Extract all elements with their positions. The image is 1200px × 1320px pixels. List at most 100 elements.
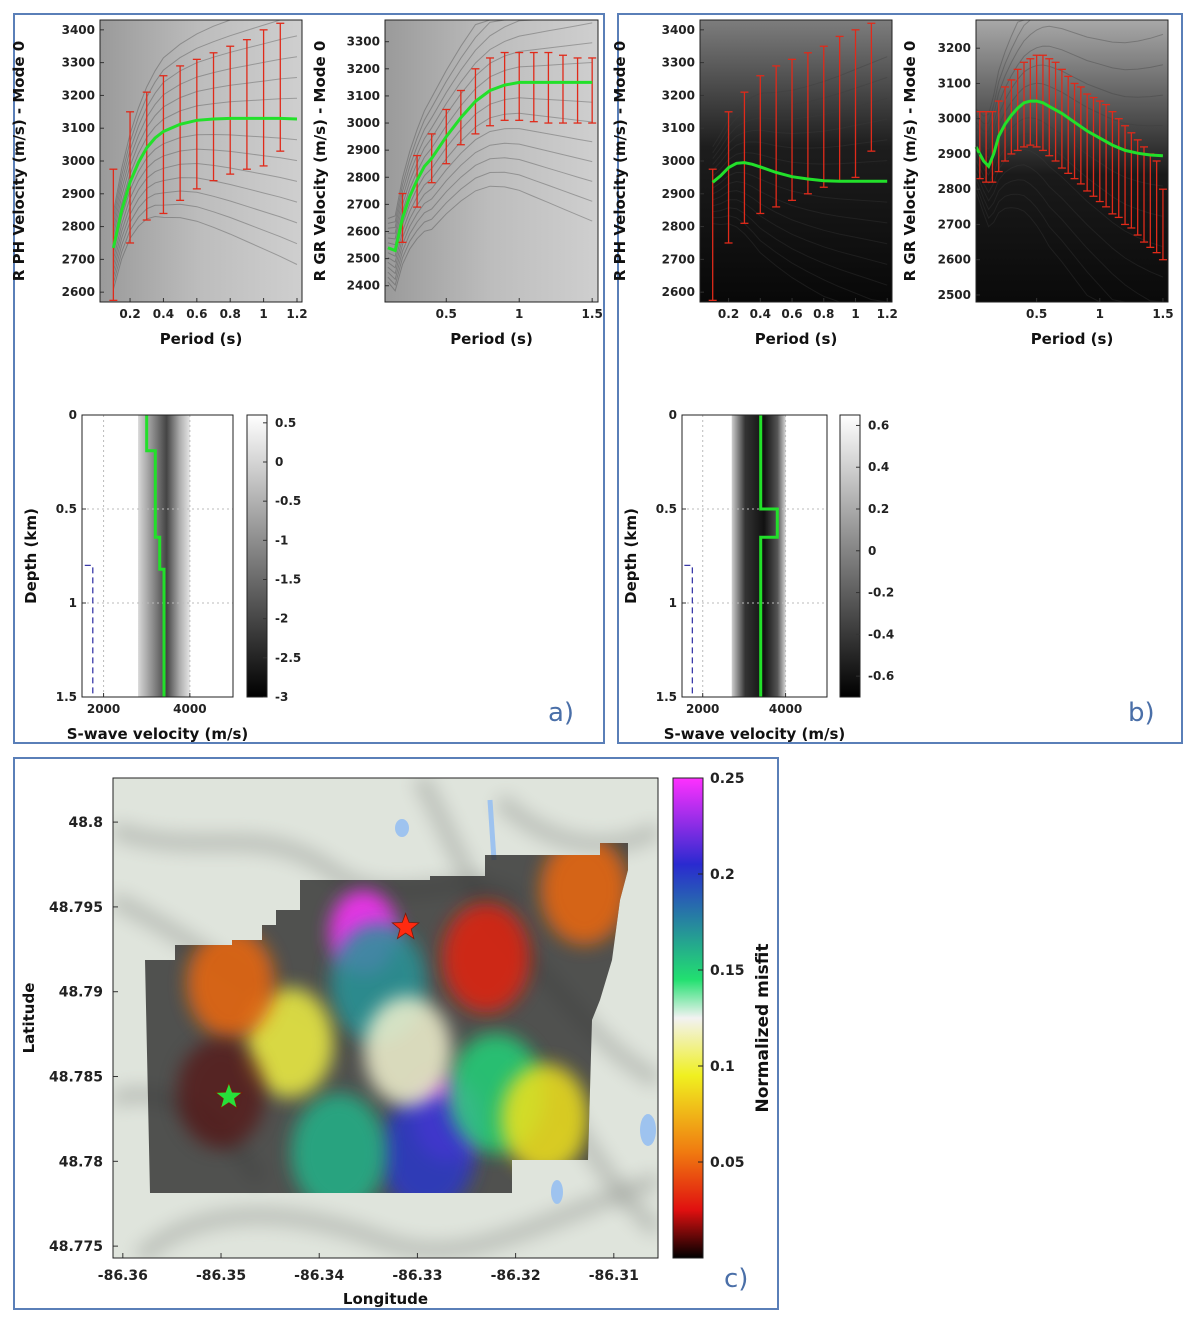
ensemble-curve: [387, 171, 593, 287]
y-tick-label: 3300: [662, 56, 695, 70]
y-tick-label: 3100: [662, 121, 695, 135]
ensemble-curve: [112, 215, 298, 290]
chart-a-group-velocity: 0.5 1 1.5 2400 2500 2600 2700 2800 2900 3000 3100 3…: [311, 19, 603, 348]
panel-c-label: c): [724, 1264, 749, 1294]
model-ensemble-background: [100, 20, 302, 302]
ensemble-curve: [387, 42, 593, 240]
y-tick-label: 48.78: [59, 1154, 103, 1170]
misfit-blob: [540, 843, 628, 945]
chart-c-misfit-map: -86.36 -86.35 -86.34 -86.33 -86.32 -86.31 48.8…: [20, 771, 773, 1308]
colorbar-tick-label: 0.05: [710, 1155, 745, 1171]
y-tick-label: 2600: [662, 285, 695, 299]
ensemble-curve: [387, 142, 593, 275]
x-tick-label: 1: [515, 307, 523, 321]
colorbar-tick-label: -0.2: [868, 586, 894, 600]
colorbar-tick-label: -3: [275, 690, 288, 704]
x-tick-label: 0.2: [718, 307, 739, 321]
y-tick-label: 0.5: [656, 502, 677, 516]
y-axis-label: R PH Velocity (m/s) - Mode 0: [10, 41, 28, 281]
ensemble-curve: [975, 64, 1163, 150]
x-tick-label: -86.34: [294, 1268, 344, 1284]
x-axis-label: Period (s): [450, 330, 533, 348]
ensemble-curve: [387, 22, 593, 234]
chart-b-vs-profile: 2000 4000 0 0.5 1 1.5 S-wave velocity (m/s) Dep…: [622, 408, 894, 743]
colorbar-tick-label: 0.15: [710, 963, 745, 979]
y-tick-label: 2500: [347, 252, 380, 266]
y-tick-label: 48.8: [68, 815, 103, 831]
water-body: [551, 1180, 563, 1204]
y-tick-label: 3100: [938, 76, 971, 90]
x-tick-label: 2000: [686, 702, 719, 716]
x-axis-label: S-wave velocity (m/s): [67, 725, 249, 743]
y-axis-label: Latitude: [20, 983, 38, 1054]
model-ensemble-background: [700, 20, 892, 302]
plot-frame: [681, 414, 828, 698]
y-tick-label: 2800: [347, 170, 380, 184]
x-tick-label: 1: [259, 307, 267, 321]
plot-frame: [99, 19, 303, 303]
map-frame: [112, 777, 659, 1259]
x-tick-label: 1.2: [286, 307, 307, 321]
y-tick-label: 2900: [662, 187, 695, 201]
panel-a-label: a): [548, 698, 575, 728]
ensemble-curve: [975, 184, 1163, 303]
colorbar-label: Normalized misfit: [753, 943, 773, 1112]
y-tick-label: 48.795: [49, 900, 103, 916]
water-body: [487, 799, 497, 861]
x-tick-label: 0.8: [220, 307, 241, 321]
y-tick-label: 2400: [347, 279, 380, 293]
x-tick-label: -86.33: [392, 1268, 442, 1284]
y-tick-label: 3000: [62, 154, 95, 168]
y-tick-label: 0: [69, 408, 77, 422]
colorbar-tick-label: 0.2: [868, 502, 889, 516]
colorbar-tick-label: 0.1: [710, 1059, 735, 1075]
x-tick-label: -86.35: [196, 1268, 246, 1284]
y-tick-label: 2800: [938, 182, 971, 196]
y-tick-label: 3400: [62, 23, 95, 37]
colorbar-tick-label: 0.2: [710, 867, 735, 883]
dashed-reference-line: [84, 564, 94, 697]
y-tick-label: 48.785: [49, 1070, 103, 1086]
terrain-ridge: [134, 1172, 658, 1258]
x-tick-label: 0.5: [1026, 307, 1047, 321]
model-ensemble-band: [731, 415, 786, 697]
ensemble-curve: [975, 178, 1163, 303]
plot-frame: [975, 19, 1169, 303]
ensemble-curve: [975, 25, 1164, 133]
y-tick-label: 2700: [938, 217, 971, 231]
ensemble-curve: [112, 19, 297, 219]
best-fit-curve: [711, 161, 888, 184]
x-tick-label: 1.5: [1152, 307, 1173, 321]
y-tick-label: 2800: [662, 220, 695, 234]
y-axis-label: Depth (km): [22, 508, 40, 604]
x-tick-label: 0.4: [153, 307, 174, 321]
x-tick-label: 4000: [769, 702, 802, 716]
y-axis-label: R GR Velocity (m/s) - Mode 0: [311, 41, 329, 282]
red-star-marker: [391, 912, 420, 940]
x-tick-label: 0.4: [750, 307, 771, 321]
x-tick-label: 0.5: [436, 307, 457, 321]
y-tick-label: 1.5: [656, 690, 677, 704]
ensemble-curve: [387, 62, 593, 246]
misfit-blob: [290, 1092, 387, 1193]
y-tick-label: 3200: [347, 62, 380, 76]
x-axis-label: Longitude: [343, 1290, 428, 1308]
x-tick-label: 1: [851, 307, 859, 321]
misfit-blob: [501, 1063, 590, 1174]
chart-b-phase-velocity: 0.2 0.4 0.6 0.8 1 1.2 2600 2700 2800 2900 3000 3100…: [611, 19, 898, 348]
best-fit-curve: [387, 80, 593, 253]
dashed-reference-line: [684, 564, 694, 697]
x-axis-label: S-wave velocity (m/s): [664, 725, 846, 743]
ensemble-curve: [112, 203, 298, 284]
y-tick-label: 3400: [662, 23, 695, 37]
colorbar-tick-label: 0: [868, 544, 876, 558]
x-tick-label: -86.36: [98, 1268, 148, 1284]
colorbar-tick-label: -1: [275, 533, 288, 547]
plot-frame: [81, 414, 234, 698]
colorbar: [839, 414, 861, 698]
misfit-blob: [442, 902, 531, 1013]
x-axis-label: Period (s): [755, 330, 838, 348]
y-tick-label: 3200: [938, 41, 971, 55]
chart-a-phase-velocity: 0.2 0.4 0.6 0.8 1 1.2 2600 2700 2800 2900 3000 3100…: [10, 19, 308, 348]
y-tick-label: 0: [669, 408, 677, 422]
